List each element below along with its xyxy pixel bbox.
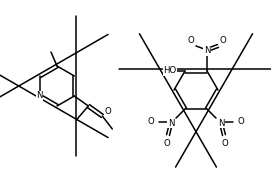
- Text: HO: HO: [163, 66, 177, 75]
- Text: O: O: [188, 36, 194, 45]
- Text: O: O: [222, 138, 228, 148]
- Text: O: O: [238, 117, 244, 125]
- Text: N: N: [218, 119, 224, 128]
- Text: O: O: [164, 138, 170, 148]
- Text: N: N: [204, 46, 210, 56]
- Text: O: O: [220, 36, 226, 45]
- Text: N: N: [36, 91, 43, 101]
- Text: O: O: [105, 108, 112, 116]
- Text: O: O: [148, 117, 154, 125]
- Text: N: N: [168, 119, 174, 128]
